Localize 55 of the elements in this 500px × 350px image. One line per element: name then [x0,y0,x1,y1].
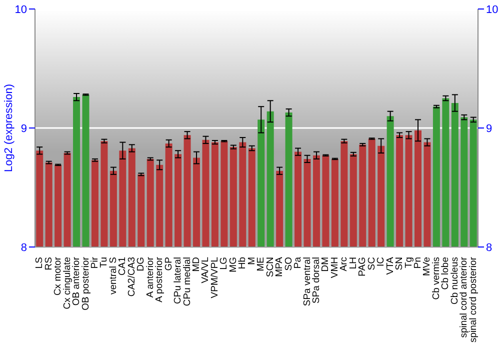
y-tick-label: 8 [20,242,27,254]
x-tick-label: IC [376,256,387,266]
x-tick-label: SPa ventral [302,257,313,306]
x-tick-label: Cx motor [52,257,64,296]
x-tick-label: GP [163,257,174,271]
x-tick-label: ventral S [108,257,119,294]
x-tick-label: SN [394,256,406,270]
y2-tick-label: 8 [486,242,492,254]
x-tick-label: RS [43,257,54,270]
y2-tick-label: 10 [486,4,498,16]
y-tick-label: 10 [14,4,27,16]
x-tick-label: ME [256,257,267,272]
x-tick-label: MG [228,257,239,272]
x-tick-label: Pa [292,256,304,269]
x-tick-label: MD [191,256,202,272]
x-tick-label: OB posterior [80,257,92,310]
x-tick-label: DM [320,256,332,272]
x-tick-label: SCN [264,256,276,278]
x-tick-label: CPu medial [182,257,193,306]
x-tick-label: MVe [422,257,433,276]
x-tick-label: spinal cord posterior [468,257,479,343]
x-tick-label: VMH [329,256,340,278]
x-tick-label: Cx cingulate [62,257,73,310]
x-tick-label: VPM/VPL [209,257,220,298]
x-tick-label: LG [218,257,230,270]
x-tick-label: Cb vermis [430,256,442,300]
x-tick-label: Tg [403,257,414,268]
x-tick-label: OB anterior [71,257,82,306]
x-tick-label: VTA [384,256,396,275]
x-tick-label: SC [366,256,378,270]
x-tick-label: A anterior [144,257,156,298]
x-tick-label: Arc [338,256,350,272]
x-tick-label: Cb nucleus [449,256,460,305]
x-tick-label: VA/VL [200,257,212,284]
x-tick-label: MPA [274,256,286,277]
x-tick-label: Cb lobe [440,257,452,290]
x-tick-label: LS [34,257,46,269]
x-tick-label: Hb [237,257,248,270]
x-tick-label: CA2/CA3 [126,257,138,297]
x-tick-label: LH [348,256,359,270]
x-tick-label: A posterior [154,257,166,302]
x-tick-label: PAG [357,257,368,276]
y2-tick-label: 9 [486,122,492,135]
x-tick-label: CA1 [117,257,128,276]
x-tick-label: M [246,256,258,265]
y-tick-label: 9 [20,122,27,135]
x-tick-label: SO [283,257,294,271]
x-tick-label: DG [136,257,147,272]
x-tick-label: Pir [89,257,100,269]
x-tick-label: SPa dorsal [310,257,322,304]
x-tick-label: spinal cord anterior [458,257,470,338]
x-tick-label: CPu lateral [172,257,184,304]
x-tick-label: Tu [98,257,110,268]
x-tick-label: Pn [412,257,424,269]
y-axis-title: Log2 (expression) [2,84,15,172]
